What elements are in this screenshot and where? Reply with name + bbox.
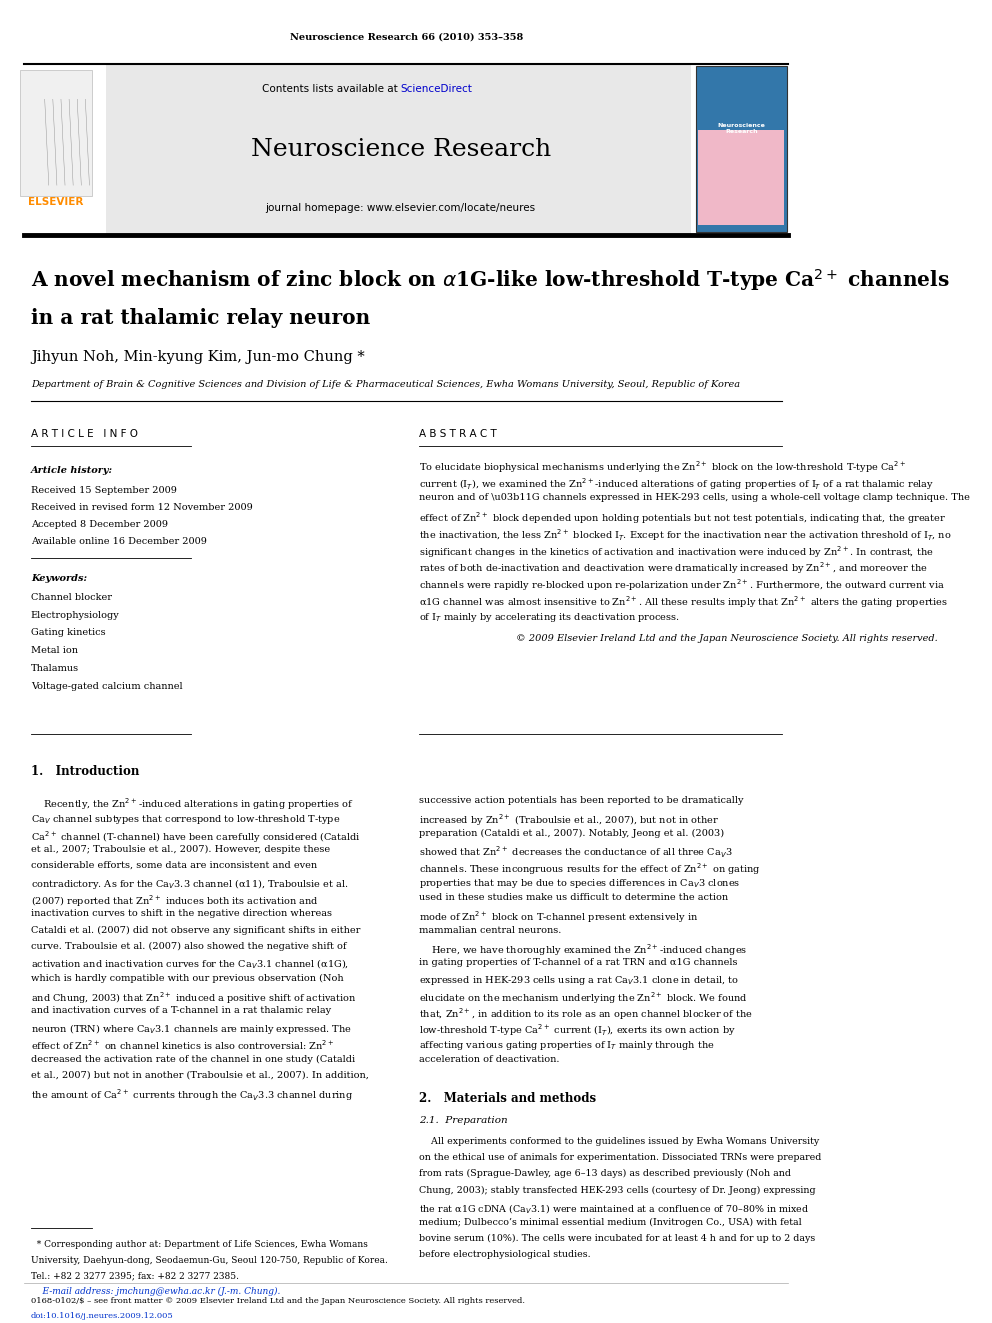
- Text: Gating kinetics: Gating kinetics: [31, 628, 105, 638]
- Text: et al., 2007) but not in another (Traboulsie et al., 2007). In addition,: et al., 2007) but not in another (Trabou…: [31, 1070, 369, 1080]
- Text: mammalian central neurons.: mammalian central neurons.: [419, 926, 560, 934]
- Text: properties that may be due to species differences in Ca$_V$3 clones: properties that may be due to species di…: [419, 877, 740, 890]
- Text: α1G channel was almost insensitive to Zn$^{2+}$. All these results imply that Zn: α1G channel was almost insensitive to Zn…: [419, 594, 947, 610]
- Text: et al., 2007; Traboulsie et al., 2007). However, despite these: et al., 2007; Traboulsie et al., 2007). …: [31, 845, 330, 853]
- Text: used in these studies make us difficult to determine the action: used in these studies make us difficult …: [419, 893, 728, 902]
- Text: ScienceDirect: ScienceDirect: [401, 83, 472, 94]
- Text: Thalamus: Thalamus: [31, 664, 79, 673]
- Text: that, Zn$^{2+}$, in addition to its role as an open channel blocker of the: that, Zn$^{2+}$, in addition to its role…: [419, 1007, 753, 1023]
- Text: increased by Zn$^{2+}$ (Traboulsie et al., 2007), but not in other: increased by Zn$^{2+}$ (Traboulsie et al…: [419, 812, 719, 828]
- Text: A R T I C L E   I N F O: A R T I C L E I N F O: [31, 429, 138, 439]
- Text: successive action potentials has been reported to be dramatically: successive action potentials has been re…: [419, 796, 743, 806]
- Text: Department of Brain & Cognitive Sciences and Division of Life & Pharmaceutical S: Department of Brain & Cognitive Sciences…: [31, 381, 740, 389]
- Text: Neuroscience Research 66 (2010) 353–358: Neuroscience Research 66 (2010) 353–358: [290, 33, 523, 41]
- Text: affecting various gating properties of I$_T$ mainly through the: affecting various gating properties of I…: [419, 1039, 714, 1052]
- Text: current (I$_T$), we examined the Zn$^{2+}$-induced alterations of gating propert: current (I$_T$), we examined the Zn$^{2+…: [419, 476, 933, 492]
- Text: elucidate on the mechanism underlying the Zn$^{2+}$ block. We found: elucidate on the mechanism underlying th…: [419, 990, 747, 1005]
- Text: the rat α1G cDNA (Ca$_V$3.1) were maintained at a confluence of 70–80% in mixed: the rat α1G cDNA (Ca$_V$3.1) were mainta…: [419, 1201, 808, 1215]
- Text: significant changes in the kinetics of activation and inactivation were induced : significant changes in the kinetics of a…: [419, 544, 933, 560]
- Text: bovine serum (10%). The cells were incubated for at least 4 h and for up to 2 da: bovine serum (10%). The cells were incub…: [419, 1234, 814, 1242]
- Text: rates of both de-inactivation and deactivation were dramatically increased by Zn: rates of both de-inactivation and deacti…: [419, 561, 928, 577]
- Text: To elucidate biophysical mechanisms underlying the Zn$^{2+}$ block on the low-th: To elucidate biophysical mechanisms unde…: [419, 459, 906, 475]
- Text: Neuroscience Research: Neuroscience Research: [251, 138, 551, 161]
- Text: ELSEVIER: ELSEVIER: [29, 197, 83, 208]
- Text: considerable efforts, some data are inconsistent and even: considerable efforts, some data are inco…: [31, 861, 317, 871]
- Text: which is hardly compatible with our previous observation (Noh: which is hardly compatible with our prev…: [31, 974, 343, 983]
- Text: neuron (TRN) where Ca$_V$3.1 channels are mainly expressed. The: neuron (TRN) where Ca$_V$3.1 channels ar…: [31, 1023, 352, 1036]
- Text: on the ethical use of animals for experimentation. Dissociated TRNs were prepare: on the ethical use of animals for experi…: [419, 1154, 821, 1162]
- Text: Ca$_V$ channel subtypes that correspond to low-threshold T-type: Ca$_V$ channel subtypes that correspond …: [31, 812, 340, 826]
- Text: (2007) reported that Zn$^{2+}$ induces both its activation and: (2007) reported that Zn$^{2+}$ induces b…: [31, 893, 318, 909]
- Text: A B S T R A C T: A B S T R A C T: [419, 429, 496, 439]
- Text: Chung, 2003); stably transfected HEK-293 cells (courtesy of Dr. Jeong) expressin: Chung, 2003); stably transfected HEK-293…: [419, 1185, 815, 1195]
- Text: Recently, the Zn$^{2+}$-induced alterations in gating properties of: Recently, the Zn$^{2+}$-induced alterati…: [31, 796, 354, 812]
- Text: Article history:: Article history:: [31, 466, 113, 475]
- Text: Accepted 8 December 2009: Accepted 8 December 2009: [31, 520, 168, 529]
- Text: Here, we have thoroughly examined the Zn$^{2+}$-induced changes: Here, we have thoroughly examined the Zn…: [419, 942, 747, 958]
- Text: A novel mechanism of zinc block on $\alpha$1G-like low-threshold T-type Ca$^{2+}: A novel mechanism of zinc block on $\alp…: [31, 267, 949, 294]
- Text: showed that Zn$^{2+}$ decreases the conductance of all three Ca$_V$3: showed that Zn$^{2+}$ decreases the cond…: [419, 845, 732, 860]
- Text: in a rat thalamic relay neuron: in a rat thalamic relay neuron: [31, 307, 370, 328]
- Text: and Chung, 2003) that Zn$^{2+}$ induced a positive shift of activation: and Chung, 2003) that Zn$^{2+}$ induced …: [31, 990, 356, 1005]
- Text: Keywords:: Keywords:: [31, 574, 87, 583]
- Text: medium; Dulbecco’s minimal essential medium (Invitrogen Co., USA) with fetal: medium; Dulbecco’s minimal essential med…: [419, 1217, 802, 1226]
- Text: * Corresponding author at: Department of Life Sciences, Ewha Womans: * Corresponding author at: Department of…: [31, 1240, 368, 1249]
- Text: journal homepage: www.elsevier.com/locate/neures: journal homepage: www.elsevier.com/locat…: [266, 202, 536, 213]
- Text: mode of Zn$^{2+}$ block on T-channel present extensively in: mode of Zn$^{2+}$ block on T-channel pre…: [419, 909, 697, 925]
- Text: © 2009 Elsevier Ireland Ltd and the Japan Neuroscience Society. All rights reser: © 2009 Elsevier Ireland Ltd and the Japa…: [516, 634, 937, 643]
- Text: Ca$^{2+}$ channel (T-channel) have been carefully considered (Cataldi: Ca$^{2+}$ channel (T-channel) have been …: [31, 828, 361, 844]
- Bar: [106, 64, 690, 235]
- Text: Received in revised form 12 November 2009: Received in revised form 12 November 200…: [31, 503, 253, 512]
- Text: inactivation curves to shift in the negative direction whereas: inactivation curves to shift in the nega…: [31, 909, 332, 918]
- Text: 2.   Materials and methods: 2. Materials and methods: [419, 1091, 596, 1105]
- Text: from rats (Sprague-Dawley, age 6–13 days) as described previously (Noh and: from rats (Sprague-Dawley, age 6–13 days…: [419, 1170, 791, 1179]
- Text: and inactivation curves of a T-channel in a rat thalamic relay: and inactivation curves of a T-channel i…: [31, 1007, 331, 1015]
- Text: doi:10.1016/j.neures.2009.12.005: doi:10.1016/j.neures.2009.12.005: [31, 1312, 174, 1320]
- Text: E-mail address: jmchung@ewha.ac.kr (J.-m. Chung).: E-mail address: jmchung@ewha.ac.kr (J.-m…: [31, 1287, 281, 1297]
- Text: Voltage-gated calcium channel: Voltage-gated calcium channel: [31, 683, 183, 691]
- Text: effect of Zn$^{2+}$ on channel kinetics is also controversial: Zn$^{2+}$: effect of Zn$^{2+}$ on channel kinetics …: [31, 1039, 334, 1052]
- Text: the inactivation, the less Zn$^{2+}$ blocked I$_T$. Except for the inactivation : the inactivation, the less Zn$^{2+}$ blo…: [419, 527, 951, 542]
- Text: Tel.: +82 2 3277 2395; fax: +82 2 3277 2385.: Tel.: +82 2 3277 2395; fax: +82 2 3277 2…: [31, 1271, 239, 1281]
- Text: neuron and of \u03b11G channels expressed in HEK-293 cells, using a whole-cell v: neuron and of \u03b11G channels expresse…: [419, 493, 969, 501]
- Text: decreased the activation rate of the channel in one study (Cataldi: decreased the activation rate of the cha…: [31, 1054, 355, 1064]
- Text: low-threshold T-type Ca$^{2+}$ current (I$_T$), exerts its own action by: low-threshold T-type Ca$^{2+}$ current (…: [419, 1023, 735, 1039]
- Text: effect of Zn$^{2+}$ block depended upon holding potentials but not test potentia: effect of Zn$^{2+}$ block depended upon …: [419, 509, 945, 525]
- Text: contradictory. As for the Ca$_V$3.3 channel (α11), Traboulsie et al.: contradictory. As for the Ca$_V$3.3 chan…: [31, 877, 348, 892]
- Bar: [698, 130, 785, 225]
- Text: Received 15 September 2009: Received 15 September 2009: [31, 486, 177, 495]
- Text: expressed in HEK-293 cells using a rat Ca$_V$3.1 clone in detail, to: expressed in HEK-293 cells using a rat C…: [419, 974, 738, 987]
- Text: University, Daehyun-dong, Seodaemun-Gu, Seoul 120-750, Republic of Korea.: University, Daehyun-dong, Seodaemun-Gu, …: [31, 1256, 388, 1265]
- Bar: [695, 66, 787, 232]
- Text: Available online 16 December 2009: Available online 16 December 2009: [31, 537, 206, 546]
- Text: Electrophysiology: Electrophysiology: [31, 611, 120, 619]
- Text: Neuroscience
Research: Neuroscience Research: [717, 123, 765, 134]
- Text: Channel blocker: Channel blocker: [31, 593, 112, 602]
- Text: 2.1.  Preparation: 2.1. Preparation: [419, 1115, 507, 1125]
- Text: of I$_T$ mainly by accelerating its deactivation process.: of I$_T$ mainly by accelerating its deac…: [419, 611, 680, 624]
- Text: Cataldi et al. (2007) did not observe any significant shifts in either: Cataldi et al. (2007) did not observe an…: [31, 926, 360, 934]
- Text: the amount of Ca$^{2+}$ currents through the Ca$_V$3.3 channel during: the amount of Ca$^{2+}$ currents through…: [31, 1088, 353, 1103]
- Text: Jihyun Noh, Min-kyung Kim, Jun-mo Chung *: Jihyun Noh, Min-kyung Kim, Jun-mo Chung …: [31, 351, 365, 364]
- Text: 0168-0102/$ – see front matter © 2009 Elsevier Ireland Ltd and the Japan Neurosc: 0168-0102/$ – see front matter © 2009 El…: [31, 1297, 525, 1304]
- Bar: [20, 70, 92, 196]
- Text: preparation (Cataldi et al., 2007). Notably, Jeong et al. (2003): preparation (Cataldi et al., 2007). Nota…: [419, 828, 724, 837]
- Text: curve. Traboulsie et al. (2007) also showed the negative shift of: curve. Traboulsie et al. (2007) also sho…: [31, 942, 346, 951]
- Text: 1.   Introduction: 1. Introduction: [31, 765, 139, 778]
- Text: Contents lists available at: Contents lists available at: [262, 83, 401, 94]
- Text: before electrophysiological studies.: before electrophysiological studies.: [419, 1250, 590, 1259]
- Text: Metal ion: Metal ion: [31, 646, 78, 655]
- Text: channels were rapidly re-blocked upon re-polarization under Zn$^{2+}$. Furthermo: channels were rapidly re-blocked upon re…: [419, 578, 944, 594]
- Text: All experiments conformed to the guidelines issued by Ewha Womans University: All experiments conformed to the guideli…: [419, 1136, 818, 1146]
- Text: activation and inactivation curves for the Ca$_V$3.1 channel (α1G),: activation and inactivation curves for t…: [31, 958, 349, 971]
- Text: in gating properties of T-channel of a rat TRN and α1G channels: in gating properties of T-channel of a r…: [419, 958, 737, 967]
- Text: acceleration of deactivation.: acceleration of deactivation.: [419, 1054, 559, 1064]
- Text: channels. These incongruous results for the effect of Zn$^{2+}$ on gating: channels. These incongruous results for …: [419, 861, 761, 877]
